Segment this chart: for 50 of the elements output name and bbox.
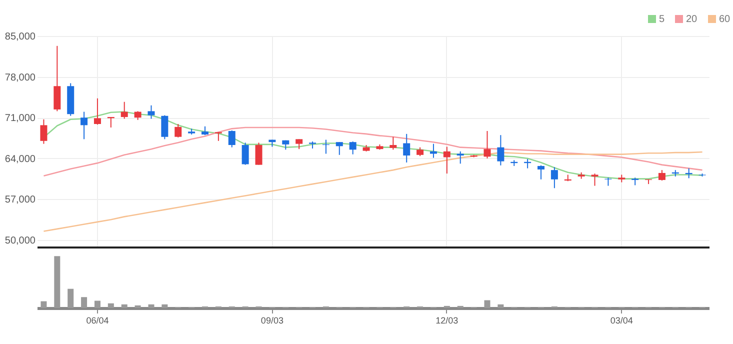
x-tick-label: 09/03 xyxy=(260,316,284,326)
y-tick-label: 50,000 xyxy=(4,236,36,247)
legend-label: 5 xyxy=(659,14,665,25)
candlestick xyxy=(228,130,236,148)
candlestick xyxy=(349,141,356,155)
y-tick-label: 64,000 xyxy=(4,154,36,165)
y-tick-label: 78,000 xyxy=(4,72,36,84)
legend-label: 20 xyxy=(686,14,698,25)
bar xyxy=(68,288,74,308)
candlestick xyxy=(336,142,343,156)
bar xyxy=(484,300,490,308)
legend-label: 60 xyxy=(719,14,731,25)
bar xyxy=(134,305,141,308)
candlestick xyxy=(94,98,101,126)
candlestick xyxy=(390,136,397,150)
candlestick xyxy=(80,111,88,140)
candlestick xyxy=(148,104,155,120)
y-tick-label: 85,000 xyxy=(4,32,36,42)
candlestick xyxy=(174,124,182,138)
line-series xyxy=(43,126,703,177)
candlestick xyxy=(443,146,450,174)
y-tick-label: 71,000 xyxy=(4,113,36,124)
candlestick xyxy=(550,166,558,189)
x-tick-label: 06/04 xyxy=(86,316,109,326)
x-tick-label: 03/04 xyxy=(610,316,633,326)
x-tick-label: 12/03 xyxy=(436,316,458,326)
bar xyxy=(94,300,100,308)
candlestick xyxy=(497,134,504,166)
candlestick xyxy=(120,101,128,120)
candlestick xyxy=(591,173,598,186)
candlestick xyxy=(255,142,262,166)
bar xyxy=(121,304,128,308)
candlestick xyxy=(484,130,491,159)
bar xyxy=(162,304,168,308)
candlestick xyxy=(456,150,464,164)
bar xyxy=(81,297,88,308)
bar xyxy=(148,304,154,308)
candlestick xyxy=(538,164,544,180)
candlestick xyxy=(40,118,48,144)
bar xyxy=(108,303,114,308)
candlestick xyxy=(658,170,666,182)
candlestick xyxy=(242,142,249,166)
candlestick xyxy=(403,133,410,163)
candlestick xyxy=(296,138,303,150)
bar xyxy=(498,304,504,308)
bar xyxy=(54,256,60,308)
bar xyxy=(40,301,47,308)
candlestick xyxy=(54,45,61,112)
y-tick-label: 57,000 xyxy=(4,194,36,206)
candlestick xyxy=(161,114,168,140)
